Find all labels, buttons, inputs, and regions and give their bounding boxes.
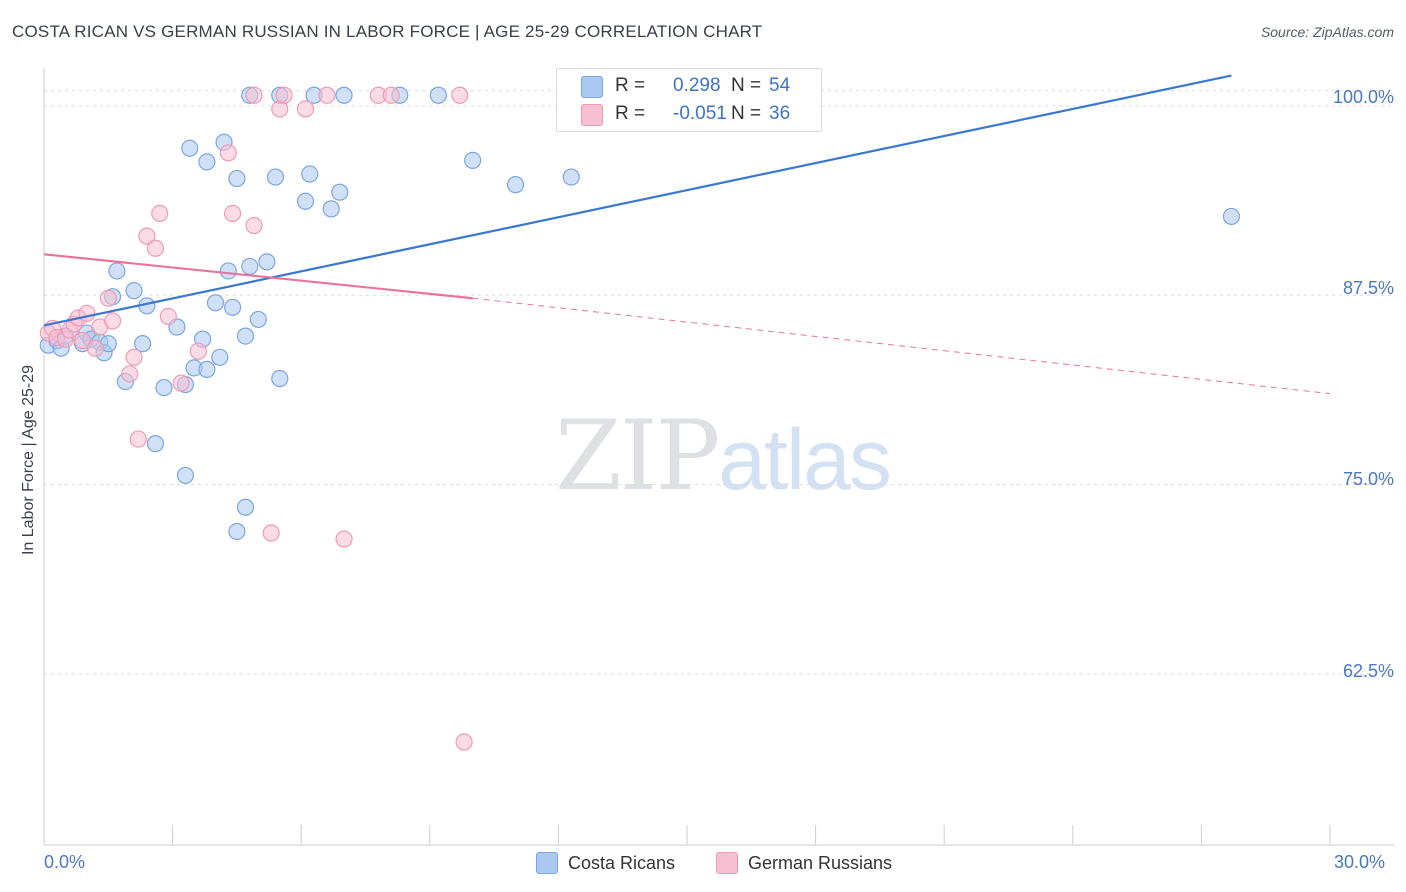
grid-lines <box>44 90 1394 675</box>
y-tick-label: 62.5% <box>1342 661 1394 681</box>
german-russian-point <box>103 312 122 330</box>
costa-rican-point <box>429 86 447 104</box>
german-russian-point <box>86 339 105 357</box>
german-russian-point <box>451 86 469 104</box>
n-value: 54 <box>769 75 791 96</box>
legend-swatch-pink-icon <box>716 852 738 874</box>
legend-label: Costa Ricans <box>568 852 676 873</box>
german-russian-point <box>73 332 92 350</box>
german-russian-point <box>219 144 237 162</box>
costa-rican-point <box>198 360 216 379</box>
german-russians-trend-extension <box>472 297 1331 395</box>
german-russian-point <box>159 307 177 325</box>
costa-rican-point <box>322 200 340 218</box>
costa-rican-point <box>562 168 580 186</box>
german-russian-point <box>245 86 263 104</box>
german-russian-point <box>224 204 242 223</box>
german-russians-points <box>39 86 473 751</box>
r-value: -0.051 <box>673 103 727 124</box>
r-label: R = <box>615 75 646 96</box>
german-russian-point <box>455 733 473 751</box>
german-russian-point <box>78 304 96 322</box>
costa-rican-point <box>236 327 255 345</box>
n-label: N = <box>731 75 762 96</box>
trend-lines <box>43 74 1331 395</box>
costa-rican-point <box>249 310 267 329</box>
german-russian-point <box>146 239 165 257</box>
costa-rican-point <box>335 86 353 104</box>
watermark-zip: ZIP <box>555 400 720 512</box>
german-russian-point <box>151 204 169 223</box>
costa-rican-point <box>224 298 242 316</box>
costa-rican-point <box>258 253 276 271</box>
stats-row-german-russians: R = -0.051 N = 36 <box>581 101 821 127</box>
y-tick-label: 75.0% <box>1342 469 1394 489</box>
german-russian-point <box>129 430 147 448</box>
legend-item-german-russians[interactable]: German Russians <box>716 852 892 874</box>
german-russian-point <box>99 289 117 307</box>
swatch-blue-icon <box>581 76 603 98</box>
costa-rican-point <box>198 153 216 171</box>
r-label: R = <box>615 103 646 124</box>
stats-row-costa-ricans: R = 0.298 N = 54 <box>581 73 821 99</box>
source-label: Source: ZipAtlas.com <box>1260 24 1394 40</box>
costa-rican-point <box>219 262 237 280</box>
costa-ricans-trend-line <box>43 74 1232 327</box>
costa-rican-point <box>331 183 349 201</box>
x-tick-label-min: 0.0% <box>44 852 86 872</box>
costa-rican-point <box>176 466 195 485</box>
costa-rican-point <box>228 169 246 188</box>
legend-swatch-blue-icon <box>536 852 558 874</box>
costa-rican-point <box>146 435 165 453</box>
german-russian-point <box>125 348 143 366</box>
costa-rican-point <box>296 192 315 210</box>
german-russian-point <box>335 530 353 548</box>
german-russian-point <box>275 86 293 104</box>
costa-rican-point <box>266 168 285 186</box>
watermark: ZIPatlas <box>555 400 892 512</box>
german-russian-point <box>189 342 207 360</box>
german-russian-point <box>245 216 263 235</box>
german-russian-point <box>296 100 315 118</box>
n-label: N = <box>731 103 762 124</box>
n-value: 36 <box>769 103 791 124</box>
costa-rican-point <box>236 498 255 516</box>
costa-rican-point <box>133 335 152 353</box>
costa-rican-point <box>1222 207 1241 226</box>
costa-rican-point <box>181 139 199 157</box>
german-russian-point <box>382 86 400 104</box>
legend-label: German Russians <box>748 852 893 873</box>
costa-rican-point <box>228 522 246 541</box>
costa-rican-point <box>464 151 482 169</box>
costa-rican-point <box>125 282 143 300</box>
costa-rican-point <box>271 369 289 388</box>
costa-rican-point <box>506 176 525 194</box>
costa-rican-point <box>108 262 126 280</box>
costa-rican-point <box>301 165 319 183</box>
german-russians-trend-line <box>43 253 473 300</box>
y-tick-label: 100.0% <box>1332 87 1394 107</box>
chart-title: COSTA RICAN VS GERMAN RUSSIAN IN LABOR F… <box>12 22 763 41</box>
german-russian-point <box>121 365 139 383</box>
costa-rican-point <box>211 348 229 366</box>
y-axis-title: In Labor Force | Age 25-29 <box>20 364 37 556</box>
r-value: 0.298 <box>673 75 721 96</box>
costa-rican-point <box>155 378 173 397</box>
german-russian-point <box>138 227 156 245</box>
german-russian-point <box>262 524 280 542</box>
correlation-stats-box: R = 0.298 N = 54 R = -0.051 N = 36 <box>556 68 822 132</box>
watermark-atlas: atlas <box>718 412 892 508</box>
y-tick-label: 87.5% <box>1342 278 1394 298</box>
legend-item-costa-ricans[interactable]: Costa Ricans <box>536 852 675 874</box>
x-tick-label-max: 30.0% <box>1334 852 1386 872</box>
axes <box>43 68 1394 846</box>
german-russian-point <box>172 374 190 392</box>
german-russian-point <box>318 86 336 104</box>
swatch-pink-icon <box>581 104 603 126</box>
costa-rican-point <box>241 257 259 276</box>
costa-rican-point <box>206 294 225 312</box>
